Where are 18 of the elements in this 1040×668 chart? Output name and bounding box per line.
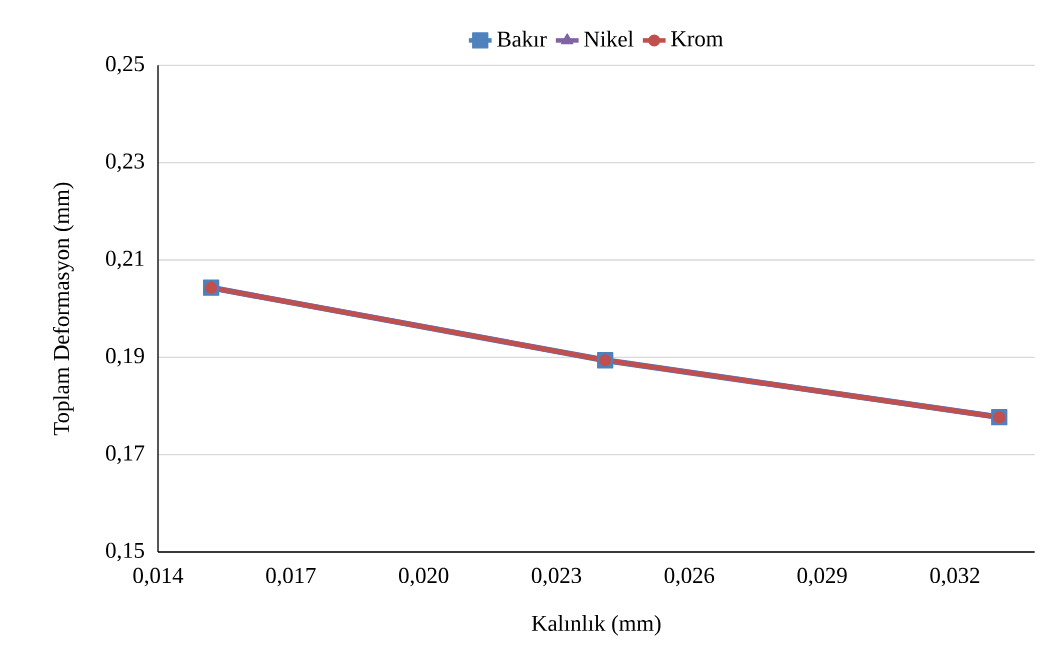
- legend-label: Nikel: [584, 30, 634, 47]
- x-tick-label: 0,014: [133, 567, 184, 587]
- y-tick-label: 0,19: [106, 348, 144, 367]
- y-axis-title: Toplam Deformasyon (mm): [52, 182, 74, 436]
- x-tick-label: 0,017: [266, 567, 316, 587]
- y-tick-label: 0,21: [106, 250, 144, 270]
- legend-label: Bakır: [497, 30, 547, 47]
- y-tick-label: 0,25: [106, 56, 144, 75]
- x-tick-label: 0,029: [797, 567, 847, 587]
- x-tick-label: 0,020: [399, 567, 449, 587]
- legend-label: Krom: [671, 31, 724, 47]
- x-tick-label: 0,032: [930, 567, 980, 587]
- y-tick-label: 0,15: [106, 542, 144, 562]
- y-tick-label: 0,23: [106, 153, 144, 172]
- x-tick-label: 0,026: [664, 567, 715, 587]
- x-tick-label: 0,023: [531, 567, 582, 587]
- x-axis-title: Kalınlık (mm): [531, 615, 661, 636]
- y-tick-label: 0,17: [106, 445, 145, 464]
